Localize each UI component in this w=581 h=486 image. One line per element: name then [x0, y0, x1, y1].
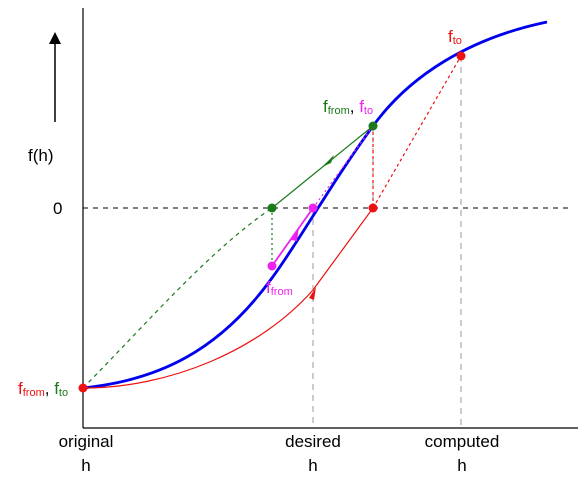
red-curve — [82, 207, 374, 389]
x-label-computed: computed — [425, 432, 500, 451]
magenta-start-point — [267, 261, 277, 271]
origin-point — [78, 383, 88, 393]
annotation-origin: ffrom, fto — [18, 379, 68, 399]
annotation-magenta: ffrom — [266, 278, 293, 298]
x-label-original-h: h — [81, 456, 90, 475]
magenta-segment — [271, 207, 314, 267]
zero-label: 0 — [53, 199, 62, 218]
magenta-dotted — [312, 125, 374, 209]
red-zero-point — [368, 203, 378, 213]
annotation-f-to-top: fto — [448, 27, 462, 47]
green-secant — [271, 125, 374, 209]
magenta-arrow-icon — [291, 227, 299, 241]
x-label-desired: desired — [285, 432, 341, 451]
green-top-point — [368, 121, 378, 131]
magenta-zero-point — [308, 203, 318, 213]
x-label-computed-h: h — [457, 456, 466, 475]
green-dashed-curve — [82, 207, 273, 389]
red-arrow-icon — [309, 287, 316, 300]
computed-point — [456, 51, 466, 61]
function-curve — [82, 20, 548, 390]
annotation-middle: ffrom, fto — [323, 97, 373, 117]
red-dotted-secant — [372, 55, 462, 209]
green-zero-point — [267, 203, 277, 213]
green-arrow-icon — [322, 155, 334, 167]
x-label-original: original — [59, 432, 114, 451]
x-label-desired-h: h — [308, 456, 317, 475]
y-axis-label: f(h) — [28, 146, 54, 165]
